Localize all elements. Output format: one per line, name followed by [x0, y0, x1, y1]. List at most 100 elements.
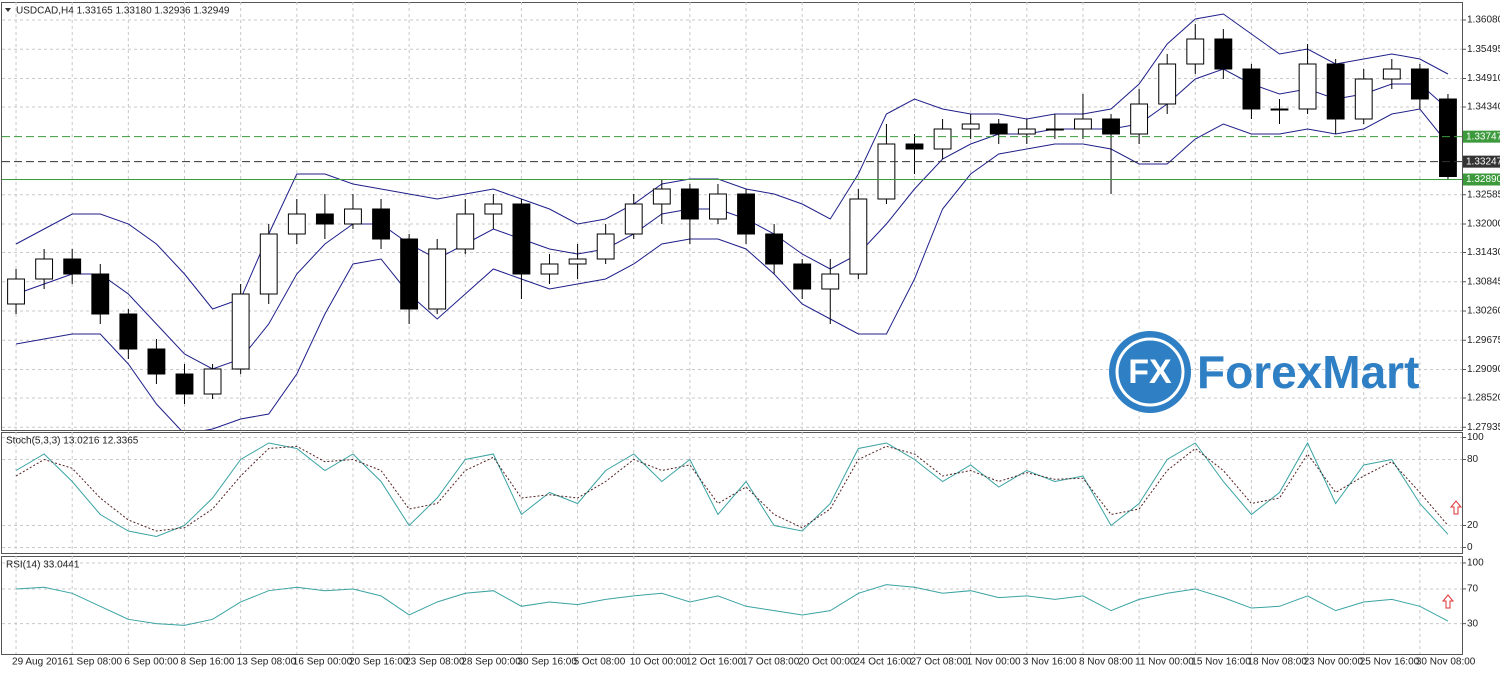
- candle-body: [231, 293, 250, 370]
- x-tick-label: 30 Sep 16:00: [517, 657, 577, 668]
- candle-body: [484, 203, 503, 215]
- candle-body: [1298, 63, 1317, 110]
- x-tick-label: 29 Aug 2016: [12, 657, 69, 668]
- candle-body: [456, 213, 475, 250]
- x-tick-label: 13 Sep 08:00: [237, 657, 297, 668]
- y-tick-label: 1.35495: [1467, 44, 1500, 55]
- x-tick-label: 15 Nov 16:00: [1191, 657, 1251, 668]
- candle-body: [512, 203, 531, 275]
- price-level-box: [1463, 155, 1500, 168]
- candle-body: [372, 208, 390, 240]
- price-level-box: [1463, 173, 1500, 186]
- candle-body: [793, 263, 812, 290]
- pane-title: RSI(14) 33.0441: [6, 560, 80, 571]
- candle-body: [652, 188, 671, 205]
- y-tick-label: 1.34340: [1467, 102, 1500, 113]
- pane-marks: [7, 13, 1457, 430]
- candle-body: [905, 143, 924, 150]
- candle-body: [175, 373, 194, 395]
- x-tick-label: 1 Sep 08:00: [68, 657, 122, 668]
- y-tick-label: 30: [1467, 618, 1479, 629]
- candle-body: [961, 123, 980, 130]
- stoch-pane-frame: [1, 432, 1463, 554]
- candle-body: [1074, 118, 1092, 130]
- candle-body: [1045, 128, 1064, 131]
- x-tick-label: 6 Sep 00:00: [124, 657, 178, 668]
- candle-body: [709, 193, 727, 220]
- bollinger-band: [15, 68, 1449, 370]
- pane-title: Stoch(5,3,3) 13.0216 12.3365: [6, 436, 139, 447]
- y-tick-label: 1.36080: [1467, 15, 1500, 26]
- candle-body: [821, 273, 840, 290]
- candle-body: [7, 278, 25, 305]
- candle-body: [400, 238, 419, 310]
- y-tick-label: 100: [1467, 432, 1484, 443]
- x-tick-label: 10 Oct 00:00: [630, 657, 688, 668]
- candle-body: [287, 213, 306, 235]
- x-tick-label: 17 Oct 08:00: [742, 657, 800, 668]
- candle-body: [540, 263, 559, 275]
- candle-body: [1186, 38, 1205, 65]
- pane-marks: [16, 584, 1449, 626]
- price-level-label: 1.32890: [1466, 174, 1500, 185]
- y-tick-label: 1.27935: [1467, 422, 1500, 433]
- y-tick-label: 1.28520: [1467, 393, 1500, 404]
- indicator-line: [15, 445, 1449, 532]
- price-level-box: [1463, 130, 1500, 143]
- collapse-icon: [5, 8, 11, 12]
- x-tick-label: 1 Nov 00:00: [967, 657, 1021, 668]
- y-tick-label: 70: [1467, 584, 1479, 595]
- y-tick-label: 1.32585: [1467, 189, 1500, 200]
- candle-body: [91, 273, 110, 315]
- candle-body: [1410, 68, 1429, 100]
- candle-body: [147, 348, 166, 375]
- x-tick-label: 8 Sep 16:00: [181, 657, 235, 668]
- rsi-signal-arrow: [1441, 594, 1455, 609]
- candle-body: [680, 188, 699, 220]
- x-tick-label: 30 Nov 08:00: [1416, 657, 1476, 668]
- candle-body: [1382, 68, 1401, 80]
- stoch-signal-arrow: [1449, 500, 1463, 515]
- pane-marks: [15, 441, 1449, 538]
- y-tick-label: 1.29675: [1467, 335, 1500, 346]
- x-tick-label: 25 Nov 16:00: [1360, 657, 1420, 668]
- candle-body: [1158, 63, 1177, 105]
- x-tick-label: 11 Nov 00:00: [1135, 657, 1194, 668]
- pane-title: USDCAD,H4 1.33165 1.33180 1.32936 1.3294…: [16, 6, 230, 17]
- price-pane-frame: [1, 2, 1463, 431]
- candle-body: [1017, 128, 1036, 135]
- x-tick-label: 23 Sep 08:00: [405, 657, 465, 668]
- candle-body: [596, 233, 615, 260]
- logo-ring: [1115, 337, 1185, 407]
- x-tick-label: 16 Sep 00:00: [293, 657, 353, 668]
- x-tick-label: 28 Sep 00:00: [461, 657, 521, 668]
- y-tick-label: 1.32000: [1467, 219, 1500, 230]
- x-tick-label: 20 Oct 00:00: [798, 657, 856, 668]
- x-tick-label: 5 Oct 08:00: [574, 657, 626, 668]
- price-level-label: 1.33747: [1466, 131, 1500, 142]
- candle-body: [1214, 38, 1233, 70]
- candle-body: [1439, 98, 1457, 177]
- indicator-line: [16, 584, 1449, 626]
- x-tick-label: 23 Nov 00:00: [1304, 657, 1364, 668]
- candle-body: [849, 198, 868, 275]
- x-tick-label: 24 Oct 16:00: [854, 657, 912, 668]
- x-tick-label: 12 Oct 16:00: [686, 657, 744, 668]
- logo-text: FX: [1128, 353, 1172, 391]
- candle-body: [1270, 108, 1289, 111]
- candle-body: [765, 233, 784, 265]
- candle-body: [428, 248, 447, 310]
- y-tick-label: 1.30845: [1467, 276, 1500, 287]
- candle-body: [119, 313, 138, 350]
- candle-body: [877, 143, 896, 200]
- watermark-text: ForexMart: [1197, 346, 1419, 398]
- candle-body: [1102, 118, 1120, 135]
- y-tick-label: 0: [1467, 542, 1473, 553]
- y-tick-label: 20: [1467, 520, 1479, 531]
- candle-body: [344, 208, 362, 225]
- y-tick-label: 1.31430: [1467, 247, 1500, 258]
- candle-body: [63, 258, 82, 275]
